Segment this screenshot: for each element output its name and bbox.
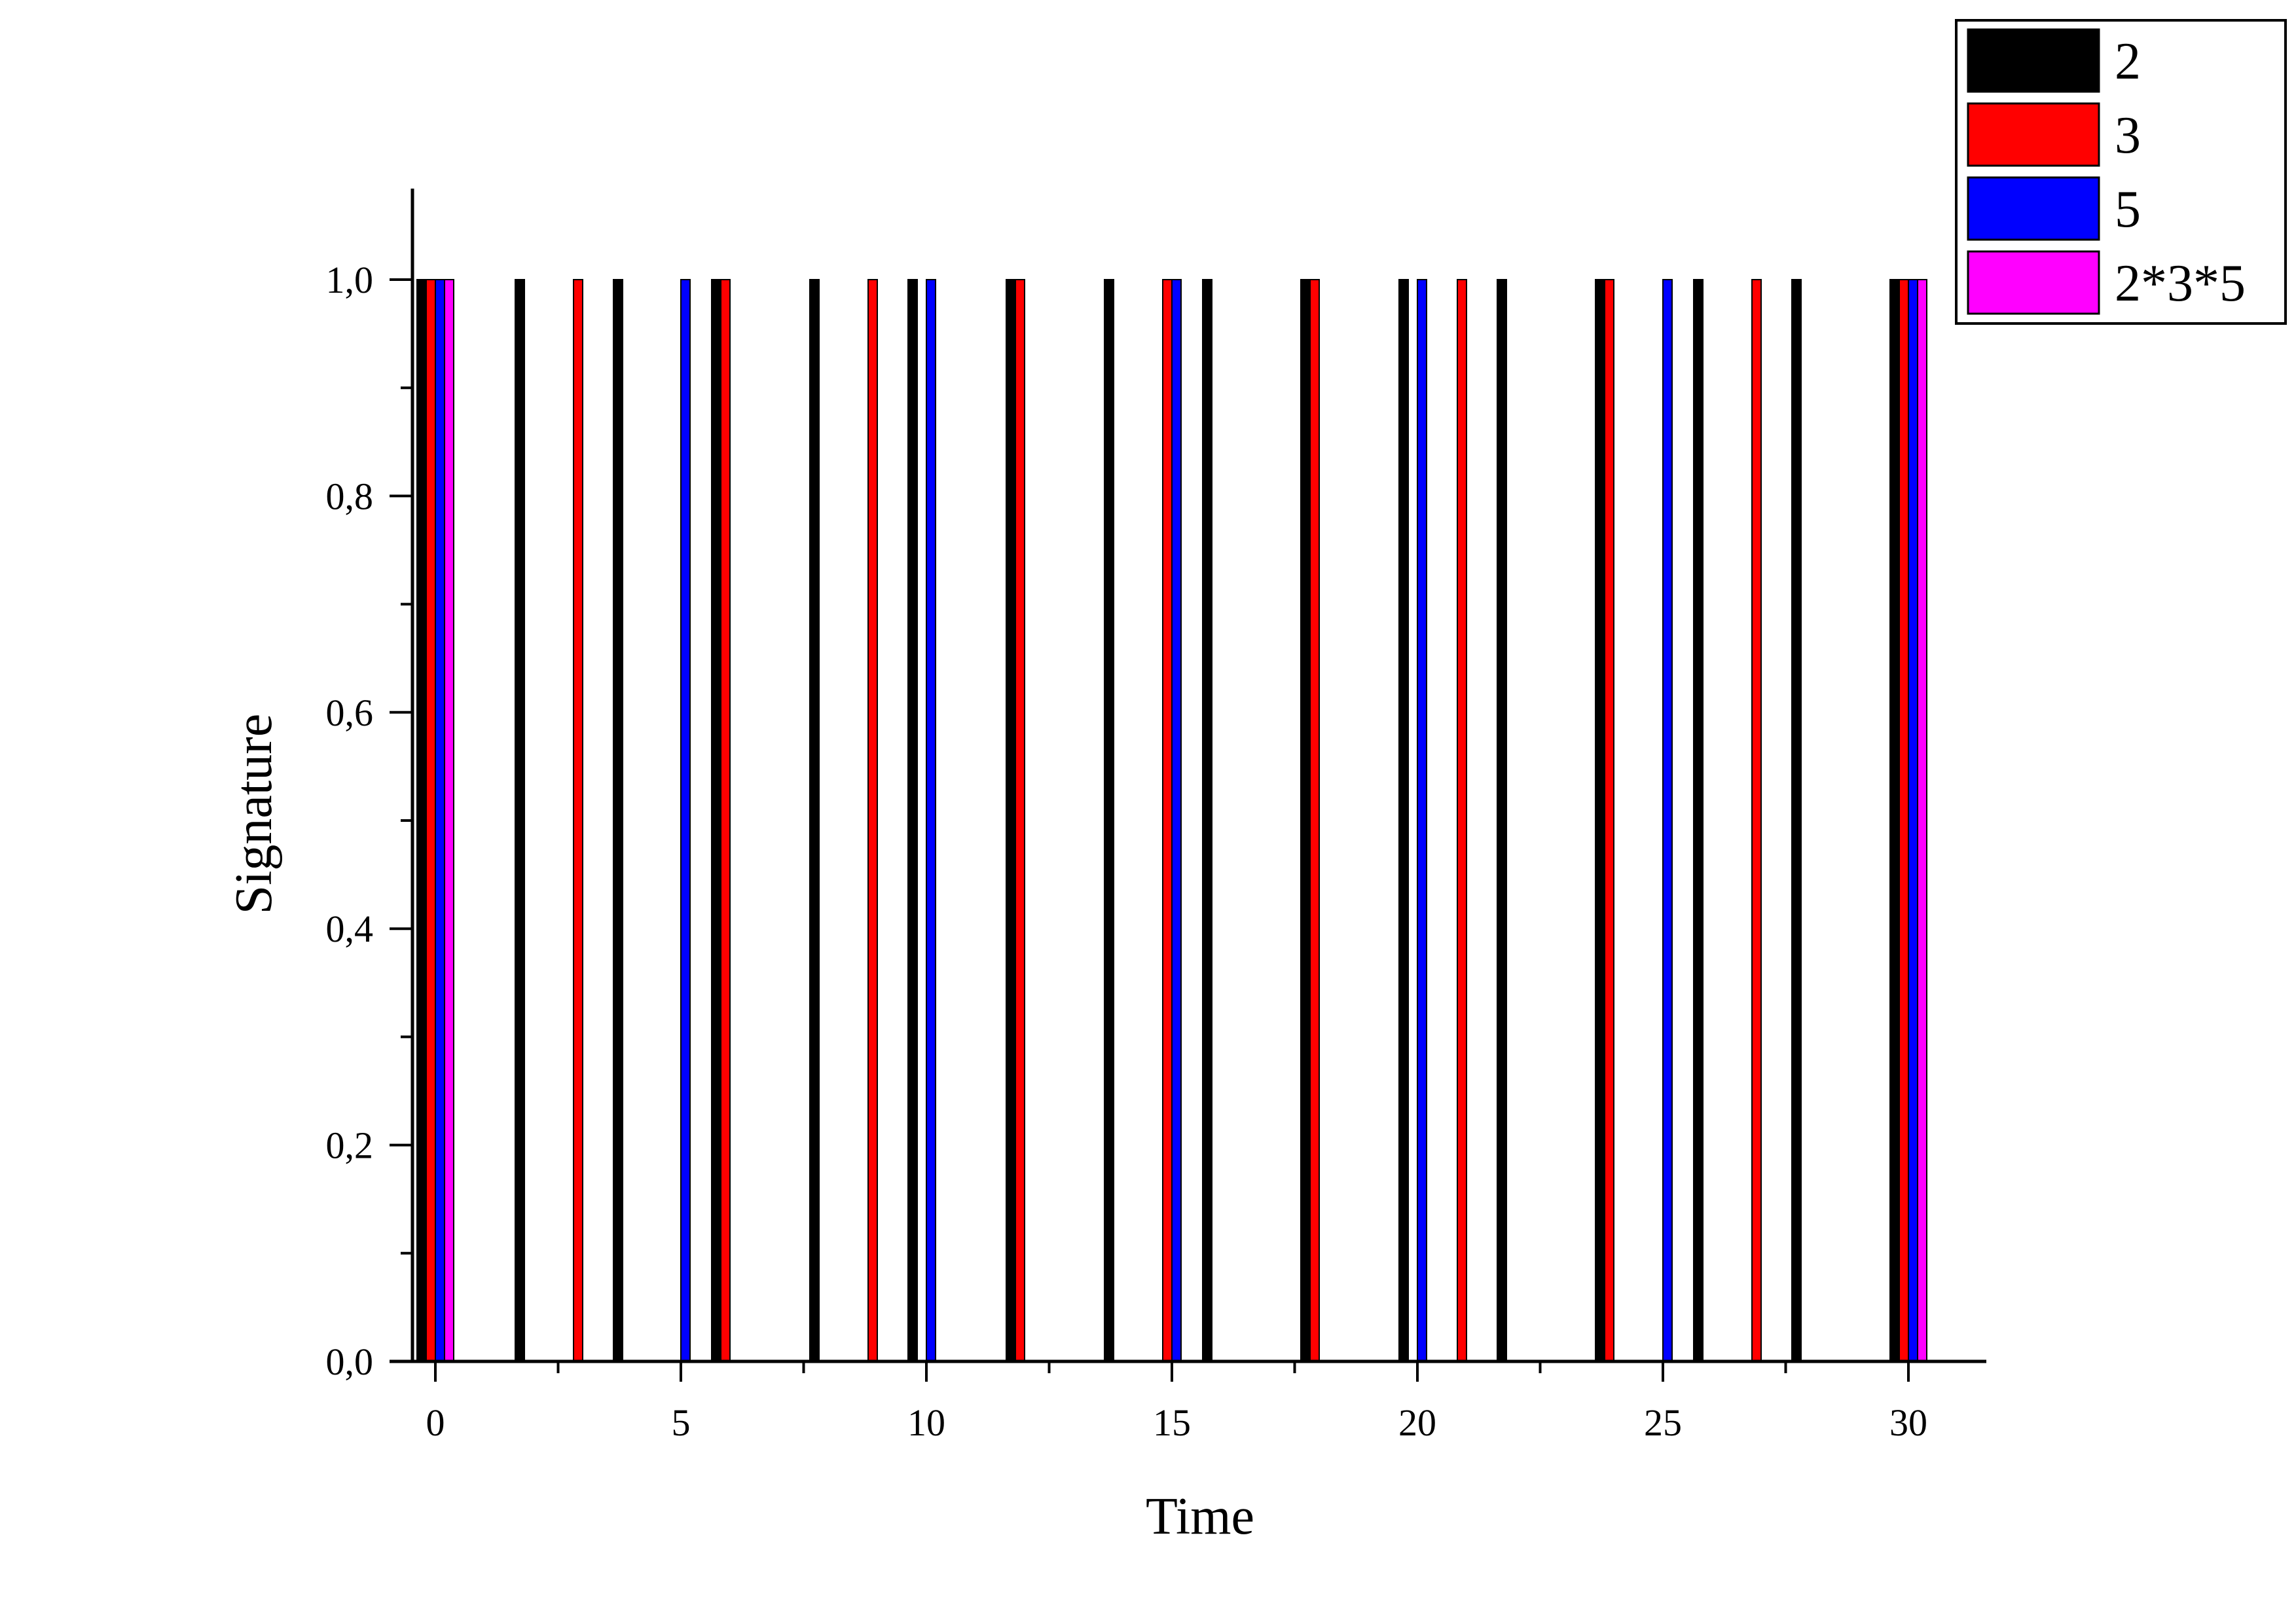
legend: 2 3 5 2*3*5 [1955, 19, 2287, 325]
bar-series-5-x-10 [926, 279, 936, 1362]
x-tick-label: 25 [1644, 1401, 1682, 1444]
bars-group [416, 279, 1927, 1362]
bar-series-2-x-28 [1791, 279, 1802, 1362]
bar-series-3-x-6 [720, 279, 731, 1362]
bar-series-3-x-15 [1162, 279, 1173, 1362]
y-tick-label: 0,0 [326, 1340, 374, 1383]
legend-label-3: 3 [2115, 107, 2141, 164]
legend-swatch-5 [1967, 176, 2100, 241]
bar-series-2-x-30 [1889, 279, 1900, 1362]
bar-series-2-x-18 [1300, 279, 1311, 1362]
x-tick-label: 30 [1889, 1401, 1927, 1444]
legend-swatch-3 [1967, 102, 2100, 167]
bar-series-2-x-20 [1398, 279, 1409, 1362]
bar-series-2-x-8 [809, 279, 820, 1362]
bar-series-3-x-0 [426, 279, 436, 1362]
bar-series-2-3-5-x-0 [444, 279, 454, 1362]
y-axis-title: Signature [225, 714, 283, 915]
bar-series-3-x-21 [1457, 279, 1467, 1362]
bar-series-5-x-5 [680, 279, 691, 1362]
bar-series-2-x-14 [1104, 279, 1114, 1362]
bar-series-2-3-5-x-30 [1917, 279, 1927, 1362]
bar-series-2-x-24 [1595, 279, 1605, 1362]
bar-series-2-x-10 [907, 279, 918, 1362]
bar-series-2-x-4 [613, 279, 623, 1362]
bar-series-5-x-15 [1171, 279, 1182, 1362]
bar-series-5-x-20 [1417, 279, 1427, 1362]
legend-swatch-2 [1967, 28, 2100, 93]
bar-series-2-x-26 [1693, 279, 1704, 1362]
ticks-group: 0,0 0,2 0,4 0,6 0,8 1,0 0 5 10 15 20 25 30 [326, 259, 1928, 1444]
bar-series-3-x-27 [1751, 279, 1762, 1362]
bar-series-5-x-25 [1662, 279, 1673, 1362]
bar-series-2-x-0 [416, 279, 427, 1362]
legend-label-5: 5 [2115, 181, 2141, 238]
bar-series-3-x-9 [867, 279, 878, 1362]
bar-series-2-x-22 [1497, 279, 1507, 1362]
bar-series-3-x-3 [573, 279, 583, 1362]
y-tick-label: 0,4 [326, 908, 374, 950]
y-tick-label: 0,8 [326, 475, 374, 517]
x-tick-label: 10 [907, 1401, 945, 1444]
legend-label-2: 2 [2115, 33, 2141, 90]
y-tick-label: 0,6 [326, 692, 374, 734]
x-tick-label: 15 [1153, 1401, 1191, 1444]
y-tick-label: 0,2 [326, 1124, 374, 1167]
y-tick-label: 1,0 [326, 259, 374, 301]
x-tick-label: 20 [1398, 1401, 1436, 1444]
bar-series-3-x-12 [1015, 279, 1025, 1362]
bar-series-2-x-16 [1202, 279, 1212, 1362]
bar-series-3-x-24 [1604, 279, 1614, 1362]
bar-series-3-x-30 [1899, 279, 1909, 1362]
x-tick-label: 5 [672, 1401, 691, 1444]
legend-label-2-3-5: 2*3*5 [2115, 255, 2246, 312]
bar-series-5-x-30 [1908, 279, 1918, 1362]
bar-series-3-x-18 [1309, 279, 1320, 1362]
legend-swatch-2-3-5 [1967, 250, 2100, 315]
bar-series-5-x-0 [435, 279, 445, 1362]
bar-series-2-x-2 [515, 279, 525, 1362]
bar-series-2-x-12 [1006, 279, 1016, 1362]
axes-group [390, 189, 1986, 1363]
x-tick-label: 0 [426, 1401, 445, 1444]
x-axis-title: Time [1146, 1488, 1254, 1545]
bar-series-2-x-6 [711, 279, 721, 1362]
